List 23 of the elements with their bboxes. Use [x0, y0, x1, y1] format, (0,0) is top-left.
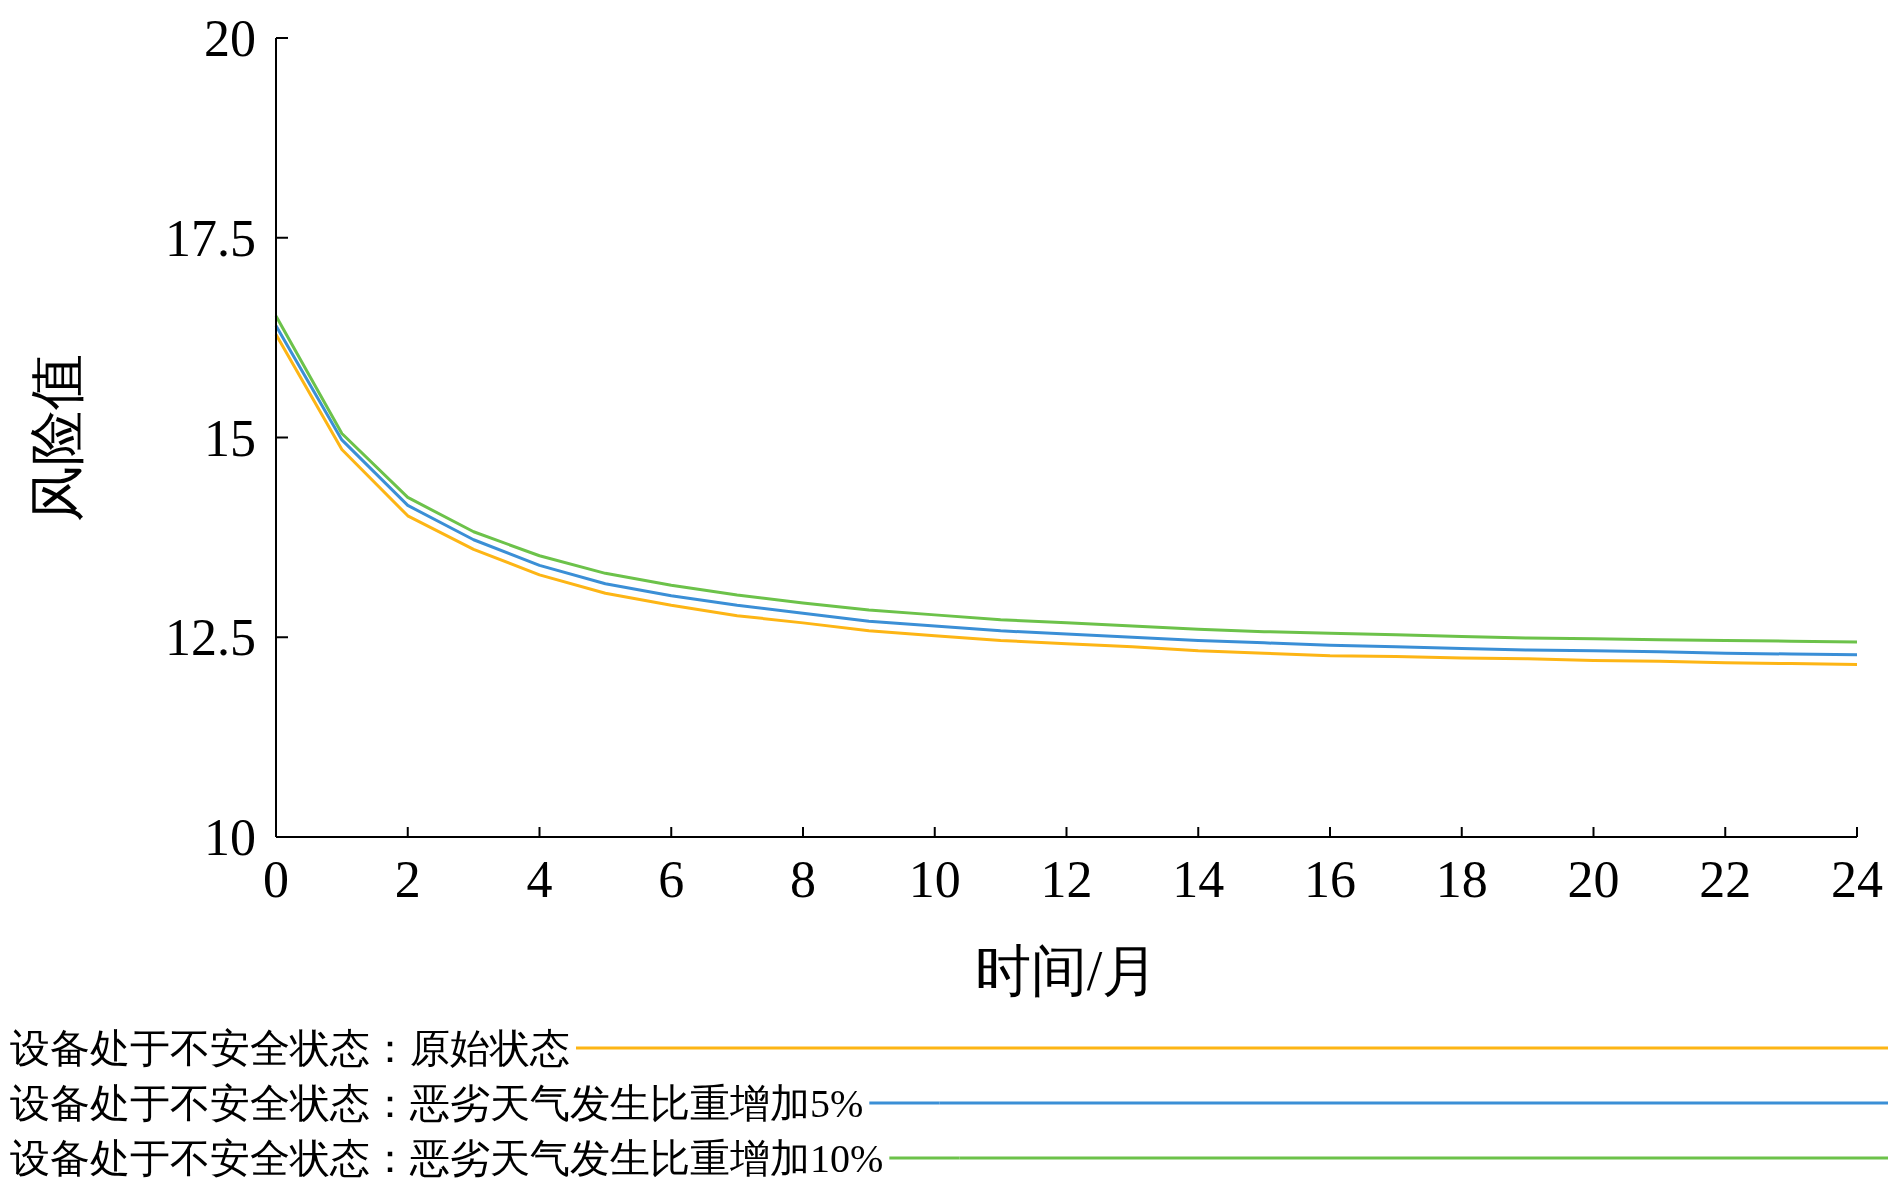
- x-tick-label: 2: [394, 851, 421, 908]
- x-tick-label: 16: [1304, 851, 1356, 908]
- x-tick-label: 8: [790, 851, 816, 908]
- x-tick-label: 12: [1040, 851, 1093, 908]
- y-tick-label: 12.5: [165, 609, 256, 667]
- y-tick-label: 10: [204, 809, 256, 867]
- x-tick-label: 24: [1831, 851, 1883, 908]
- y-tick-label: 15: [204, 409, 256, 467]
- y-tick-label: 20: [204, 10, 256, 68]
- legend-label: 设备处于不安全状态：恶劣天气发生比重增加5%: [10, 1081, 864, 1126]
- x-tick-label: 0: [263, 851, 289, 908]
- x-tick-label: 4: [526, 851, 553, 908]
- legend-label: 设备处于不安全状态：原始状态: [10, 1026, 570, 1071]
- x-tick-label: 18: [1435, 851, 1488, 908]
- y-axis-title: 风险值: [26, 353, 88, 522]
- y-tick-label: 17.5: [165, 209, 256, 267]
- x-tick-label: 10: [908, 851, 961, 908]
- legend-label: 设备处于不安全状态：恶劣天气发生比重增加10%: [10, 1136, 884, 1180]
- x-axis-title: 时间/月: [974, 940, 1159, 1002]
- x-tick-label: 22: [1699, 851, 1752, 908]
- x-tick-label: 20: [1567, 851, 1620, 908]
- x-tick-label: 6: [658, 851, 685, 908]
- x-tick-label: 14: [1172, 851, 1225, 908]
